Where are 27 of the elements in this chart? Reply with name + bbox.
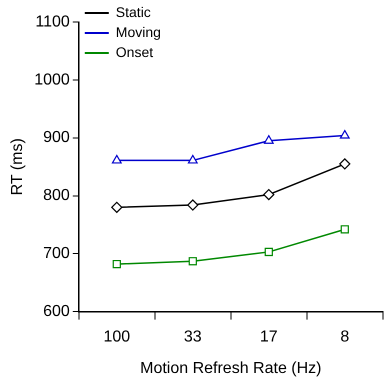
point (188, 257, 197, 266)
point (264, 135, 274, 144)
y-tick-label: 900 (43, 129, 70, 146)
point (263, 189, 274, 200)
legend-label: Onset (116, 44, 154, 60)
y-tick-label: 800 (43, 187, 70, 204)
y-tick-label: 1100 (35, 13, 70, 30)
point (112, 154, 122, 164)
y-tick-label: 600 (43, 303, 70, 320)
y-tick-label: 700 (43, 245, 70, 262)
point (340, 130, 350, 139)
point (188, 154, 198, 164)
x-tick-label: 8 (340, 328, 350, 346)
point (112, 260, 121, 268)
point (187, 199, 198, 211)
y-tick-label: 1000 (34, 71, 70, 88)
point (111, 202, 122, 213)
x-tick-label: 17 (260, 328, 278, 346)
x-axis-title: Motion Refresh Rate (Hz) (140, 360, 322, 377)
point (264, 248, 273, 256)
point (340, 225, 349, 234)
x-tick-label: 33 (184, 328, 202, 346)
y-axis-title: RT (ms) (9, 138, 26, 196)
legend-label: Static (116, 4, 151, 20)
x-tick-label: 100 (103, 328, 130, 346)
legend-label: Moving (116, 24, 161, 40)
point (339, 158, 350, 170)
